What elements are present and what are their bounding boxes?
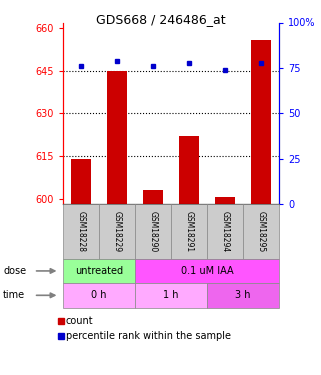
Text: 0 h: 0 h (91, 290, 107, 300)
Text: 0.1 uM IAA: 0.1 uM IAA (181, 266, 233, 276)
Text: 1 h: 1 h (163, 290, 179, 300)
Bar (135, 204, 171, 259)
Text: GDS668 / 246486_at: GDS668 / 246486_at (96, 13, 225, 26)
Text: time: time (3, 290, 25, 300)
Bar (107, 71, 127, 204)
Bar (63, 283, 135, 308)
Text: count: count (66, 316, 93, 326)
Text: GSM18290: GSM18290 (148, 211, 157, 252)
Text: dose: dose (3, 266, 26, 276)
Text: GSM18228: GSM18228 (76, 211, 85, 252)
Text: GSM18295: GSM18295 (257, 211, 266, 252)
Bar (135, 283, 207, 308)
Bar (71, 159, 91, 204)
Bar (251, 39, 271, 204)
Bar (171, 204, 207, 259)
Text: GSM18294: GSM18294 (221, 211, 230, 252)
Bar (135, 259, 279, 283)
Bar (179, 136, 199, 204)
Bar (143, 190, 163, 204)
Text: percentile rank within the sample: percentile rank within the sample (66, 331, 231, 340)
Bar (99, 204, 135, 259)
Bar (207, 283, 279, 308)
Bar (63, 204, 99, 259)
Bar (243, 204, 279, 259)
Bar (215, 197, 235, 204)
Text: GSM18229: GSM18229 (112, 211, 121, 252)
Text: untreated: untreated (75, 266, 123, 276)
Bar (207, 204, 243, 259)
Bar (63, 259, 135, 283)
Text: 3 h: 3 h (235, 290, 251, 300)
Text: GSM18291: GSM18291 (185, 211, 194, 252)
